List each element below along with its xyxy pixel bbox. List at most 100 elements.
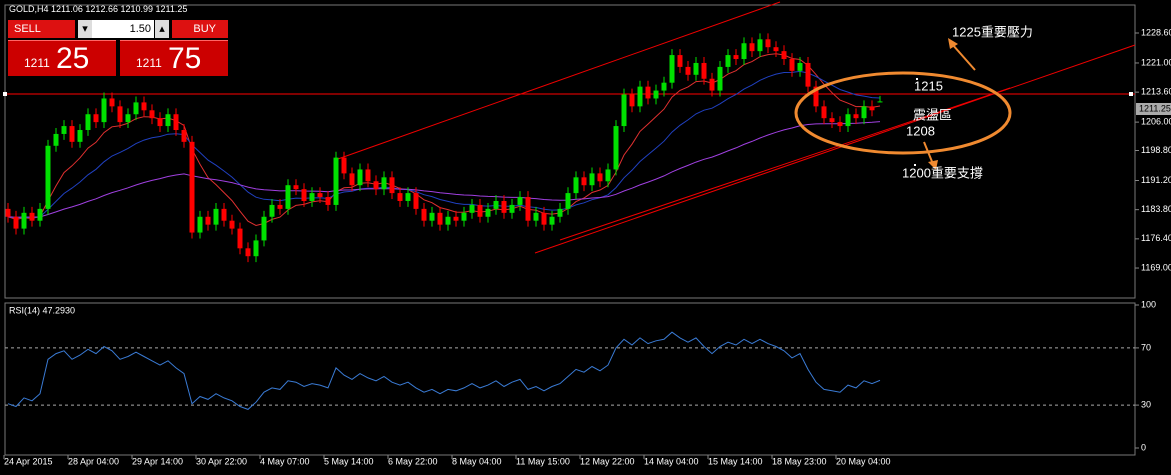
- candle-body: [813, 86, 819, 107]
- rsi-tick-label: 100: [1141, 299, 1156, 309]
- rsi-frame: [4, 302, 1136, 456]
- arrow: [951, 43, 976, 71]
- candle-body: [845, 114, 851, 127]
- candle-body: [709, 78, 715, 91]
- candle-body: [829, 118, 835, 123]
- candle-body: [293, 185, 299, 190]
- price-pips: 25: [56, 42, 90, 75]
- candle-body: [245, 248, 251, 257]
- candle-body: [85, 114, 91, 131]
- lot-down[interactable]: ▾: [78, 20, 92, 38]
- x-tick-label: 24 Apr 2015: [4, 456, 53, 466]
- candle-body: [437, 212, 443, 225]
- candle-body: [637, 86, 643, 107]
- moving-average: [7, 70, 881, 219]
- price-label-bg: [1136, 103, 1171, 115]
- candle-body: [205, 216, 211, 225]
- last-low: 1210.99: [120, 4, 153, 14]
- candle-body: [45, 145, 51, 209]
- candle-body: [269, 204, 275, 217]
- channel-upper: [334, 1, 781, 161]
- y-tick-label: 1221.00: [1141, 57, 1171, 67]
- candle-body: [549, 216, 555, 225]
- candle-body: [613, 126, 619, 170]
- main-frame: [4, 4, 1136, 299]
- candle-body: [557, 208, 563, 217]
- rsi-title: RSI(14) 47.2930: [9, 305, 75, 315]
- arrow: [923, 141, 934, 165]
- candle-body: [525, 197, 531, 221]
- candle-body: [285, 185, 291, 209]
- candle-body: [477, 204, 483, 217]
- support-line: [559, 87, 1011, 241]
- candle-body: [325, 197, 331, 205]
- x-tick-label: 30 Apr 22:00: [196, 456, 247, 466]
- candle-body: [197, 216, 203, 233]
- candle-body: [429, 212, 435, 221]
- rsi-tick-label: 70: [1141, 342, 1151, 352]
- x-tick-label: 5 May 14:00: [324, 456, 374, 466]
- candle-body: [853, 114, 859, 119]
- candle-body: [541, 212, 547, 225]
- price-base: 1211: [24, 56, 50, 70]
- x-tick-label: 8 May 04:00: [452, 456, 502, 466]
- candle-body: [309, 193, 315, 201]
- candle-body: [29, 212, 35, 221]
- candle-body: [661, 82, 667, 91]
- candle-body: [77, 130, 83, 142]
- candle-body: [381, 177, 387, 190]
- price-base: 1211: [136, 56, 162, 70]
- candle-body: [589, 173, 595, 186]
- annotation: 震盪區: [913, 107, 952, 122]
- candle-body: [501, 200, 507, 213]
- sell-button[interactable]: SELL: [8, 20, 75, 38]
- candle-body: [261, 216, 267, 241]
- y-tick-label: 1198.80: [1141, 145, 1171, 155]
- lot-input[interactable]: 1.50: [92, 20, 154, 38]
- y-tick-label: 1183.80: [1141, 204, 1171, 214]
- buy-price[interactable]: 1211 75: [120, 40, 228, 76]
- dot: [914, 164, 916, 166]
- candle-body: [341, 157, 347, 174]
- trade-panel: SELL ▾ 1.50 ▴ BUY 1211 25 1211 75: [8, 18, 228, 76]
- candle-body: [677, 55, 683, 67]
- candle-body: [189, 141, 195, 233]
- candle-body: [301, 189, 307, 201]
- candle-body: [229, 220, 235, 229]
- candle-body: [453, 216, 459, 221]
- candle-body: [109, 98, 115, 107]
- line-handle: [1129, 92, 1133, 96]
- candle-body: [13, 216, 19, 229]
- candle-body: [141, 102, 147, 111]
- last-open: 1211.06: [51, 4, 83, 14]
- sell-price[interactable]: 1211 25: [8, 40, 116, 76]
- x-tick-label: 6 May 22:00: [388, 456, 438, 466]
- candle-body: [821, 106, 827, 119]
- candle-body: [149, 110, 155, 119]
- candle-body: [277, 204, 283, 209]
- candle-body: [621, 94, 627, 127]
- candle-body: [565, 193, 571, 209]
- candle-body: [125, 114, 131, 123]
- header: GOLD,H4 1211.06 1212.66 1210.99 1211.25: [9, 4, 187, 14]
- last-close: 1211.25: [156, 4, 188, 14]
- rsi-tick-label: 30: [1141, 399, 1151, 409]
- lot-up[interactable]: ▴: [155, 20, 169, 38]
- moving-average: [7, 121, 881, 218]
- candle-body: [405, 193, 411, 201]
- candle-body: [37, 208, 43, 221]
- candle-body: [53, 133, 59, 146]
- x-tick-label: 20 May 04:00: [836, 456, 891, 466]
- annotation: 1208: [906, 123, 935, 138]
- candle-body: [117, 106, 123, 123]
- price-pips: 75: [168, 42, 202, 75]
- candle-body: [61, 126, 67, 134]
- buy-button[interactable]: BUY: [172, 20, 228, 38]
- symbol: GOLD,H4: [9, 4, 49, 14]
- x-tick-label: 4 May 07:00: [260, 456, 310, 466]
- arrow-head: [928, 160, 938, 170]
- y-tick-label: 1176.40: [1141, 233, 1171, 243]
- candle-body: [317, 193, 323, 198]
- candle-body: [725, 55, 731, 67]
